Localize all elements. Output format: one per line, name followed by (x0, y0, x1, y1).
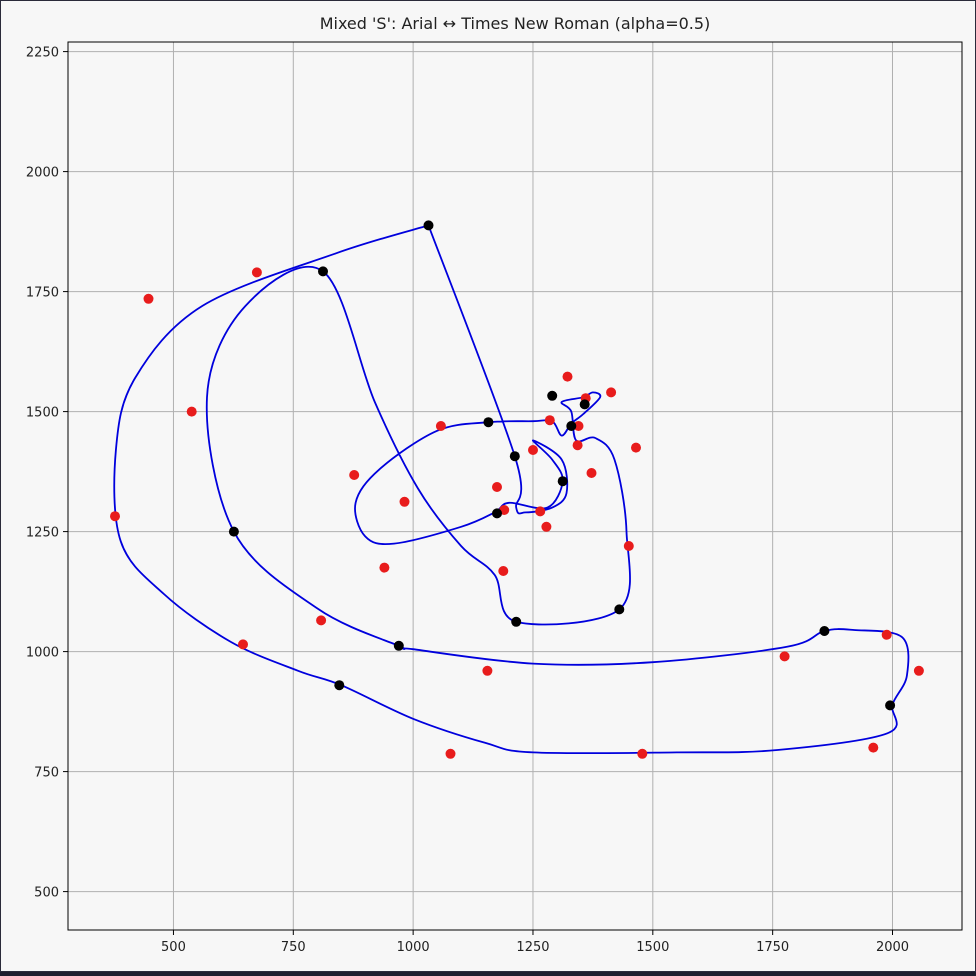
on-curve-point (423, 220, 434, 231)
off-curve-point (623, 541, 634, 551)
chart-title: Mixed 'S': Arial ↔ Times New Roman (alph… (320, 14, 711, 33)
off-curve-point (586, 468, 597, 478)
plot-area (68, 42, 962, 930)
off-curve-point (482, 665, 493, 676)
axes (67, 41, 963, 931)
x-axis-ticks: 500 750 1000 1250 1500 1750 2000 (161, 930, 909, 955)
x-tick-label: 750 (281, 940, 306, 955)
y-tick-label: 500 (34, 886, 59, 901)
y-tick-label: 1000 (26, 646, 59, 661)
on-curve-point (509, 451, 520, 462)
off-curve-point (573, 421, 584, 431)
on-curve-point (557, 476, 568, 487)
off-curve-point (110, 511, 120, 522)
off-curve-point (445, 748, 456, 759)
off-curve-point (238, 639, 248, 650)
off-curve-point (498, 566, 509, 576)
on-curve-point (614, 604, 625, 615)
on-curve-point (492, 508, 502, 519)
off-curve-point (349, 470, 360, 480)
off-curve-point (544, 415, 555, 426)
x-tick-label: 1250 (516, 940, 549, 955)
on-curve-point (566, 421, 577, 431)
y-tick-label: 2250 (26, 46, 59, 61)
on-curve-point (393, 640, 404, 651)
off-curve-point (631, 442, 641, 453)
on-curve-point (547, 390, 558, 401)
on-curve-point (819, 626, 830, 636)
off-curve-point (562, 371, 573, 382)
x-tick-label: 1750 (756, 940, 789, 955)
off-curve-point (572, 440, 583, 451)
off-curve-point (606, 387, 617, 398)
off-curve-point (379, 562, 390, 573)
off-curve-point (868, 742, 879, 753)
x-tick-label: 500 (161, 940, 186, 955)
x-tick-label: 1000 (397, 940, 430, 955)
y-axis-ticks: 500 750 1000 1250 1500 1750 2000 2250 (26, 46, 68, 901)
off-curve-point (913, 665, 924, 676)
point-layer (110, 220, 924, 759)
off-curve-point (541, 521, 552, 532)
on-curve-point (511, 616, 522, 627)
off-curve-point (435, 421, 446, 431)
off-curve-point (528, 445, 538, 455)
off-curve-point (251, 267, 262, 278)
off-curve-point (143, 293, 154, 304)
plot-frame (67, 41, 963, 931)
on-curve-point (318, 266, 328, 277)
x-tick-label: 1500 (636, 940, 669, 955)
off-curve-point (881, 629, 892, 640)
y-tick-label: 750 (34, 766, 59, 781)
on-curve-point (579, 399, 590, 410)
off-curve-point (186, 406, 197, 417)
off-curve-point (779, 651, 790, 662)
off-curve-point (535, 506, 546, 517)
y-tick-label: 1750 (26, 286, 59, 301)
off-curve-point (399, 496, 410, 507)
on-curve-point (228, 526, 239, 537)
x-tick-label: 2000 (876, 940, 909, 955)
on-curve-point (885, 700, 896, 711)
off-curve-point (492, 482, 502, 492)
y-tick-label: 1250 (26, 526, 59, 541)
on-curve-point (334, 680, 345, 691)
off-curve-point (316, 615, 327, 626)
y-tick-label: 2000 (26, 166, 59, 181)
off-curve-point (637, 748, 648, 759)
y-tick-label: 1500 (26, 406, 59, 421)
on-curve-point (483, 417, 494, 428)
grid-lines (68, 42, 962, 930)
